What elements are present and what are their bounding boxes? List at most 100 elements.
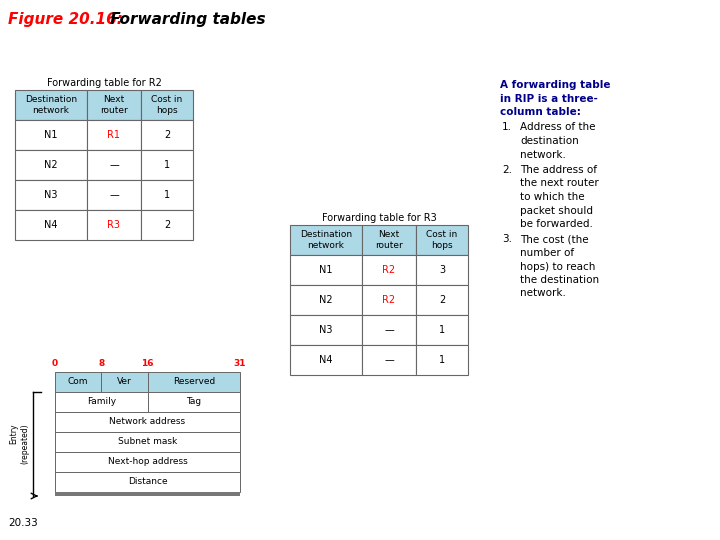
Bar <box>416 315 468 345</box>
Bar <box>87 90 141 120</box>
Text: N1: N1 <box>44 130 58 140</box>
Bar <box>362 225 416 255</box>
Bar <box>141 150 193 180</box>
Text: Forwarding table for R3: Forwarding table for R3 <box>322 213 436 223</box>
Bar <box>362 285 416 315</box>
Text: 1: 1 <box>439 355 445 365</box>
Text: N3: N3 <box>319 325 333 335</box>
Bar <box>55 452 240 472</box>
Text: 1: 1 <box>439 325 445 335</box>
Text: 1: 1 <box>164 190 170 200</box>
Text: be forwarded.: be forwarded. <box>520 219 593 229</box>
Bar <box>290 315 362 345</box>
Bar <box>15 210 87 240</box>
Text: Distance: Distance <box>127 477 167 487</box>
Text: The address of: The address of <box>520 165 597 175</box>
Bar <box>362 345 416 375</box>
Bar <box>87 210 141 240</box>
Text: Network address: Network address <box>109 417 186 427</box>
Text: Subnet mask: Subnet mask <box>118 437 177 447</box>
Text: Family: Family <box>86 397 116 407</box>
Text: N2: N2 <box>44 160 58 170</box>
Text: R2: R2 <box>382 295 395 305</box>
Text: Reserved: Reserved <box>173 377 215 387</box>
Text: destination: destination <box>520 136 579 146</box>
Text: R3: R3 <box>107 220 120 230</box>
Bar <box>290 285 362 315</box>
Bar <box>15 180 87 210</box>
Bar <box>102 372 148 392</box>
Text: 0: 0 <box>52 359 58 368</box>
Text: column table:: column table: <box>500 107 581 117</box>
Bar <box>141 210 193 240</box>
Bar <box>55 372 102 392</box>
Text: Cost in
hops: Cost in hops <box>426 230 458 249</box>
Bar <box>290 255 362 285</box>
Text: —: — <box>109 160 119 170</box>
Text: 2: 2 <box>439 295 445 305</box>
Bar <box>290 225 362 255</box>
Text: 8: 8 <box>98 359 104 368</box>
Text: Next
router: Next router <box>375 230 403 249</box>
Bar <box>87 150 141 180</box>
Text: Address of the: Address of the <box>520 123 595 132</box>
Text: A forwarding table: A forwarding table <box>500 80 611 90</box>
Text: N4: N4 <box>44 220 58 230</box>
Bar <box>15 150 87 180</box>
Text: 3: 3 <box>439 265 445 275</box>
Text: N1: N1 <box>319 265 333 275</box>
Text: number of: number of <box>520 248 574 258</box>
Bar <box>290 345 362 375</box>
Bar <box>141 90 193 120</box>
Bar <box>15 120 87 150</box>
Text: hops) to reach: hops) to reach <box>520 261 595 272</box>
Bar <box>148 392 240 412</box>
Text: Destination
network: Destination network <box>25 95 77 114</box>
Text: The cost (the: The cost (the <box>520 234 589 245</box>
Text: Entry
(repeated): Entry (repeated) <box>9 424 29 464</box>
Bar <box>15 90 87 120</box>
Text: to which the: to which the <box>520 192 585 202</box>
Text: N2: N2 <box>319 295 333 305</box>
Text: Destination
network: Destination network <box>300 230 352 249</box>
Text: Next-hop address: Next-hop address <box>107 457 187 467</box>
Bar <box>55 392 148 412</box>
Bar <box>362 255 416 285</box>
Bar <box>141 180 193 210</box>
Bar <box>55 492 240 496</box>
Text: network.: network. <box>520 288 566 299</box>
Text: —: — <box>384 355 394 365</box>
Bar <box>141 120 193 150</box>
Text: Forwarding tables: Forwarding tables <box>105 12 266 27</box>
Bar <box>148 372 240 392</box>
Text: 16: 16 <box>141 359 154 368</box>
Bar <box>416 225 468 255</box>
Text: —: — <box>109 190 119 200</box>
Text: the destination: the destination <box>520 275 599 285</box>
Text: Figure 20.16:: Figure 20.16: <box>8 12 123 27</box>
Text: Forwarding table for R2: Forwarding table for R2 <box>47 78 161 88</box>
Text: 31: 31 <box>234 359 246 368</box>
Bar <box>87 180 141 210</box>
Bar <box>416 345 468 375</box>
Bar <box>55 412 240 432</box>
Text: packet should: packet should <box>520 206 593 215</box>
Bar <box>362 315 416 345</box>
Text: Com: Com <box>68 377 89 387</box>
Text: Cost in
hops: Cost in hops <box>151 95 183 114</box>
Text: 1.: 1. <box>502 123 512 132</box>
Text: network.: network. <box>520 150 566 159</box>
Bar <box>55 472 240 492</box>
Text: N4: N4 <box>319 355 333 365</box>
Text: 3.: 3. <box>502 234 512 245</box>
Text: in RIP is a three-: in RIP is a three- <box>500 93 598 104</box>
Text: 2: 2 <box>164 220 170 230</box>
Text: 2: 2 <box>164 130 170 140</box>
Bar <box>87 120 141 150</box>
Text: Next
router: Next router <box>100 95 128 114</box>
Text: 1: 1 <box>164 160 170 170</box>
Text: —: — <box>384 325 394 335</box>
Text: Tag: Tag <box>186 397 202 407</box>
Text: R1: R1 <box>107 130 120 140</box>
Text: Ver: Ver <box>117 377 132 387</box>
